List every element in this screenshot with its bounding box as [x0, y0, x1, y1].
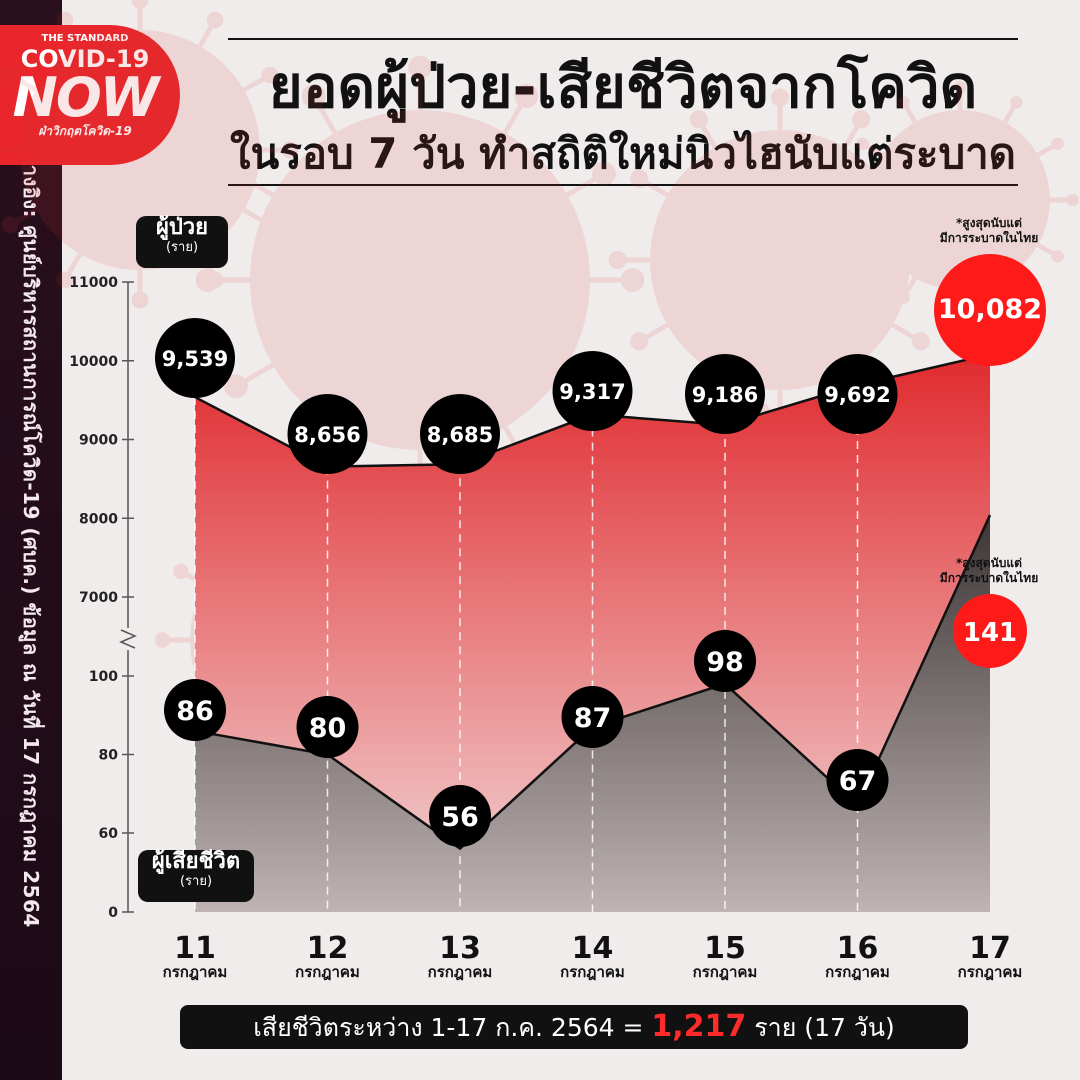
- x-tick-sublabel: กรกฎาคม: [163, 963, 228, 981]
- deaths-value-bubble: [296, 696, 359, 758]
- y-tick-label: 60: [99, 826, 119, 842]
- cases-record-note-line2: มีการระบาดในไทย: [939, 231, 1039, 245]
- cases-axis-label: ผู้ป่วย (ราย): [136, 216, 228, 268]
- deaths-axis-label: ผู้เสียชีวิต (ราย): [138, 850, 254, 902]
- cases-value-label: 9,692: [824, 383, 890, 407]
- x-tick-label: 15: [704, 931, 746, 966]
- logo-publisher: THE STANDARD: [41, 33, 129, 44]
- y-tick-label: 10000: [69, 354, 118, 370]
- deaths-value-label: 87: [574, 703, 612, 734]
- x-tick-sublabel: กรกฎาคม: [560, 963, 625, 981]
- page-title: ยอดผู้ป่วย-เสียชีวิตจากโควิด: [268, 53, 978, 121]
- cases-value-label: 8,685: [427, 423, 493, 447]
- title-rule-bottom: [228, 184, 1018, 186]
- cases-value-label: 10,082: [938, 294, 1042, 325]
- y-tick-label: 8000: [79, 511, 118, 527]
- cases-record-note: *สูงสุดนับแต่ มีการระบาดในไทย: [919, 216, 1059, 246]
- deaths-record-note: *สูงสุดนับแต่ มีการระบาดในไทย: [919, 556, 1059, 586]
- y-tick-label: 100: [89, 669, 118, 685]
- x-tick-label: 17: [969, 931, 1011, 966]
- deaths-value-bubble: [694, 630, 756, 692]
- cases-record-note-line1: *สูงสุดนับแต่: [956, 216, 1022, 230]
- x-tick-label: 13: [439, 931, 481, 966]
- x-tick-sublabel: กรกฎาคม: [825, 963, 890, 981]
- deaths-record-bubble: [953, 594, 1027, 668]
- deaths-value-label: 80: [309, 713, 347, 744]
- deaths-value-bubble: [561, 686, 624, 748]
- y-tick-label: 80: [99, 748, 119, 764]
- x-tick-sublabel: กรกฎาคม: [958, 963, 1023, 981]
- cases-value-label: 9,186: [692, 383, 758, 407]
- y-tick-label: 0: [108, 905, 118, 921]
- deaths-axis-label-main: ผู้เสียชีวิต: [151, 849, 241, 874]
- cases-value-label: 9,317: [559, 380, 625, 404]
- deaths-record-note-line1: *สูงสุดนับแต่: [956, 556, 1022, 570]
- cases-axis-label-main: ผู้ป่วย: [155, 215, 209, 240]
- title-rule-top: [228, 38, 1018, 40]
- cases-value-bubble: [420, 394, 500, 474]
- logo-now: NOW: [0, 71, 170, 125]
- deaths-value-label: 56: [441, 802, 479, 833]
- summary-prefix: เสียชีวิตระหว่าง 1-17 ก.ค. 2564 =: [253, 1013, 644, 1042]
- deaths-axis-label-unit: (ราย): [179, 874, 213, 889]
- deaths-value-bubble: [164, 679, 226, 741]
- cases-record-bubble: [934, 254, 1046, 366]
- page-subtitle: ในรอบ 7 วัน ทำสถิติใหม่นิวไฮนับแต่ระบาด: [230, 129, 1016, 178]
- x-tick-label: 11: [174, 931, 216, 966]
- cases-value-label: 9,539: [162, 347, 228, 371]
- virus-shape: [841, 81, 1079, 319]
- deaths-value-label: 86: [176, 696, 214, 727]
- deaths-value-bubble: [826, 749, 889, 811]
- sidebar: อ้างอิง: ศูนย์บริหารสถานการณ์โควิด-19 (ศ…: [0, 0, 62, 1080]
- x-tick-sublabel: กรกฎาคม: [428, 963, 493, 981]
- x-tick-sublabel: กรกฎาคม: [693, 963, 758, 981]
- x-tick-label: 12: [307, 931, 349, 966]
- y-tick-label: 9000: [79, 433, 118, 449]
- summary-banner: เสียชีวิตระหว่าง 1-17 ก.ค. 2564 = 1,217 …: [180, 1005, 968, 1049]
- x-tick-label: 14: [572, 931, 614, 966]
- deaths-value-bubble: [429, 785, 491, 847]
- y-tick-label: 7000: [79, 590, 118, 606]
- y-tick-label: 11000: [69, 275, 118, 291]
- summary-suffix: ราย (17 วัน): [754, 1013, 895, 1042]
- axis-break: [119, 629, 137, 649]
- virus-shape: [0, 0, 299, 309]
- brand-logo: THE STANDARD COVID-19 NOW ฝ่าวิกฤตโควิด-…: [0, 25, 180, 165]
- cases-value-bubble: [685, 354, 765, 434]
- deaths-record-note-line2: มีการระบาดในไทย: [939, 571, 1039, 585]
- x-tick-sublabel: กรกฎาคม: [295, 963, 360, 981]
- deaths-area: [195, 515, 990, 912]
- cases-axis-label-unit: (ราย): [165, 240, 199, 255]
- logo-tagline: ฝ่าวิกฤตโควิด-19: [0, 124, 170, 138]
- deaths-value-label: 98: [706, 647, 744, 678]
- x-tick-label: 16: [837, 931, 879, 966]
- cases-value-bubble: [817, 354, 898, 434]
- deaths-value-label: 67: [839, 766, 877, 797]
- cases-value-label: 8,656: [294, 423, 360, 447]
- summary-value: 1,217: [651, 1009, 747, 1044]
- logo-covid: COVID-19: [0, 46, 170, 72]
- cases-value-bubble: [287, 394, 368, 474]
- cases-value-bubble: [155, 318, 235, 398]
- cases-value-bubble: [552, 351, 633, 431]
- deaths-value-label: 141: [963, 618, 1017, 648]
